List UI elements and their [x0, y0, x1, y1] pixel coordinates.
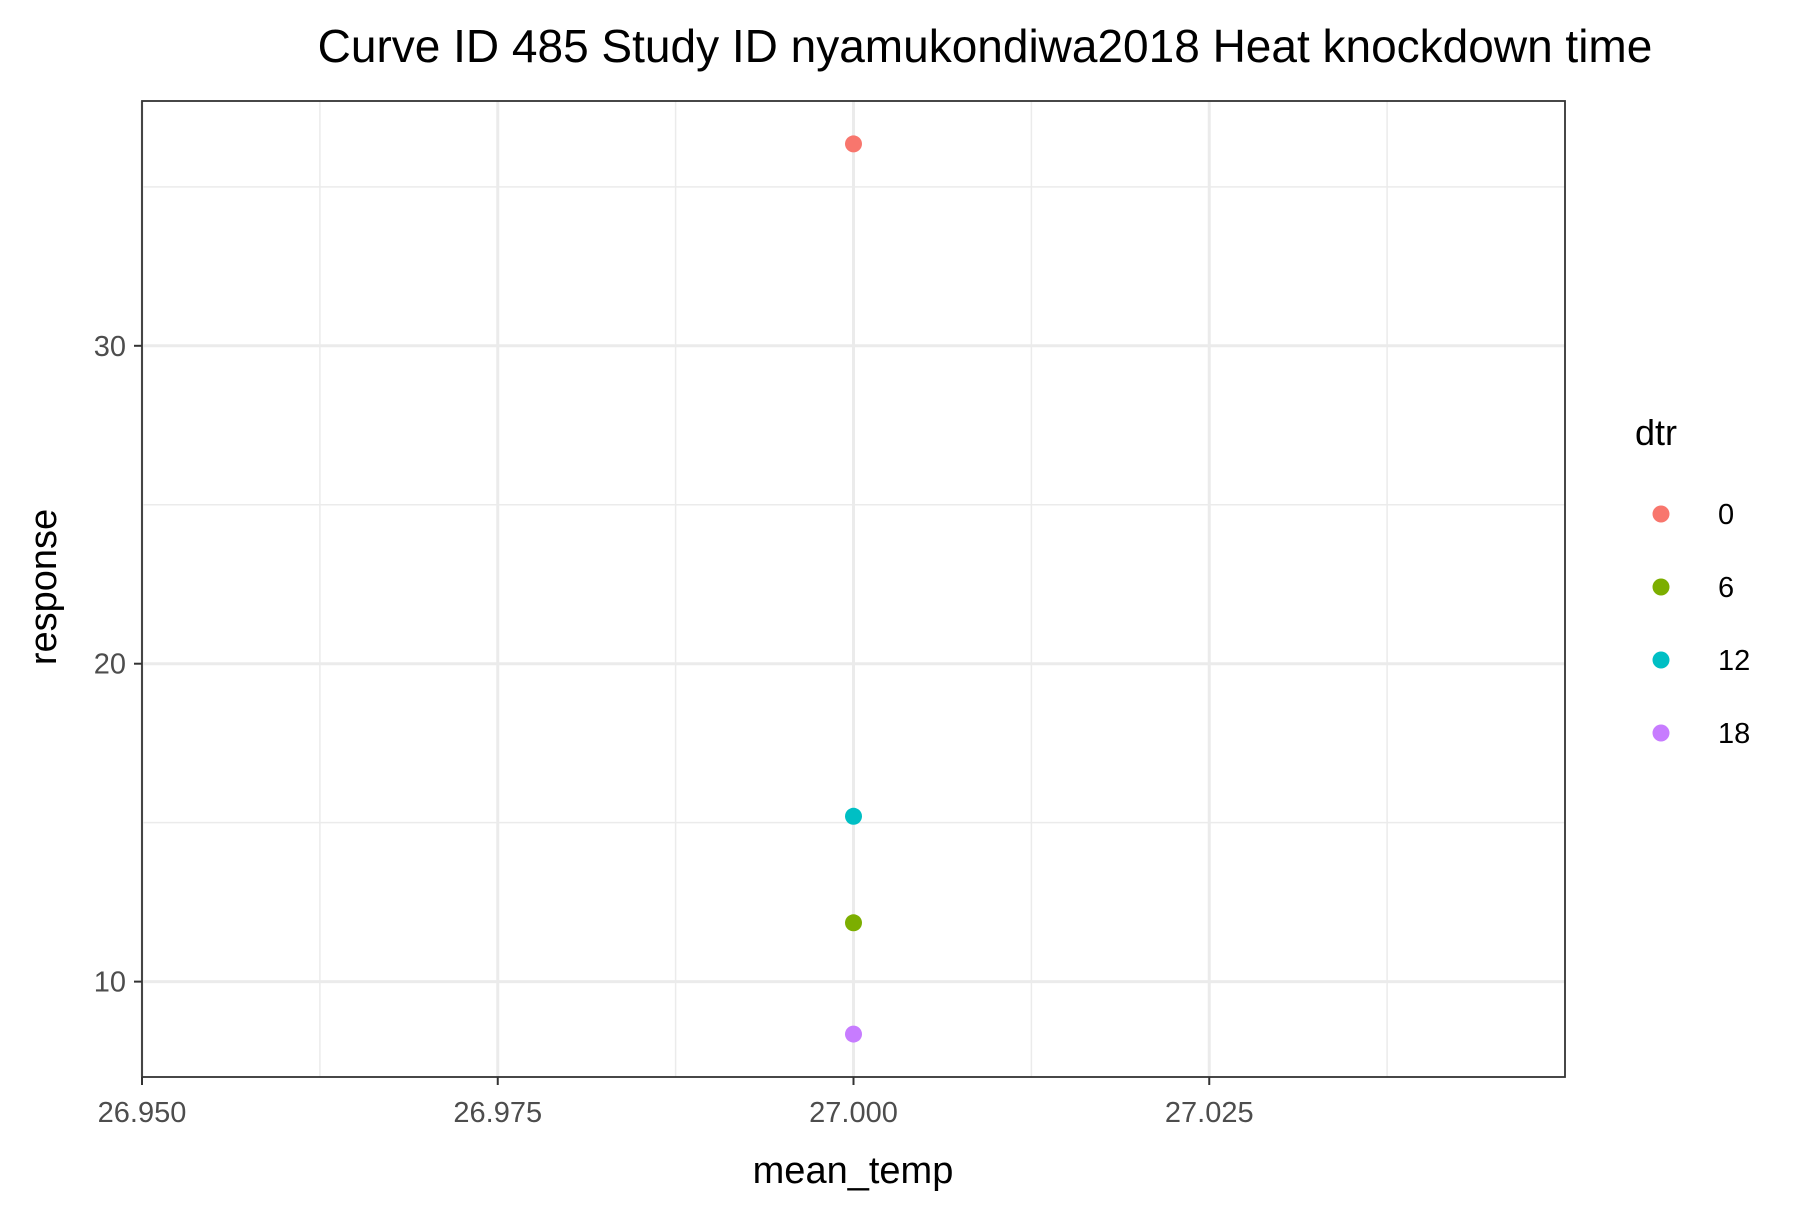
legend: 0 6 12 18: [1652, 499, 1750, 750]
x-tick-label: 26.950: [98, 1097, 187, 1129]
legend-label-dtr-0: 0: [1718, 499, 1734, 531]
x-tick-label: 27.025: [1165, 1097, 1254, 1129]
legend-label-dtr-18: 18: [1718, 718, 1750, 750]
legend-title: dtr: [1635, 412, 1677, 453]
y-tick-label: 30: [94, 331, 126, 363]
legend-label-dtr-12: 12: [1718, 645, 1750, 677]
legend-key-dtr-6: [1652, 578, 1670, 596]
data-point-dtr-18: [845, 1025, 862, 1043]
plot-layer: 26.950 26.975 27.000 27.025 10 20 30: [94, 100, 1566, 1129]
chart-title: Curve ID 485 Study ID nyamukondiwa2018 H…: [318, 20, 1653, 72]
y-tick-label: 10: [94, 967, 126, 999]
x-tick-label: 27.000: [809, 1097, 898, 1129]
x-tick-label: 26.975: [453, 1097, 542, 1129]
legend-key-dtr-18: [1652, 724, 1670, 742]
y-axis-title: response: [23, 509, 65, 665]
data-point-dtr-12: [845, 807, 862, 825]
y-tick-label: 20: [94, 649, 126, 681]
legend-label-dtr-6: 6: [1718, 572, 1734, 604]
legend-key-dtr-0: [1652, 505, 1670, 523]
legend-key-dtr-12: [1652, 651, 1670, 669]
x-axis-title: mean_temp: [753, 1150, 954, 1192]
data-point-dtr-6: [845, 914, 862, 932]
data-point-dtr-0: [845, 135, 862, 153]
